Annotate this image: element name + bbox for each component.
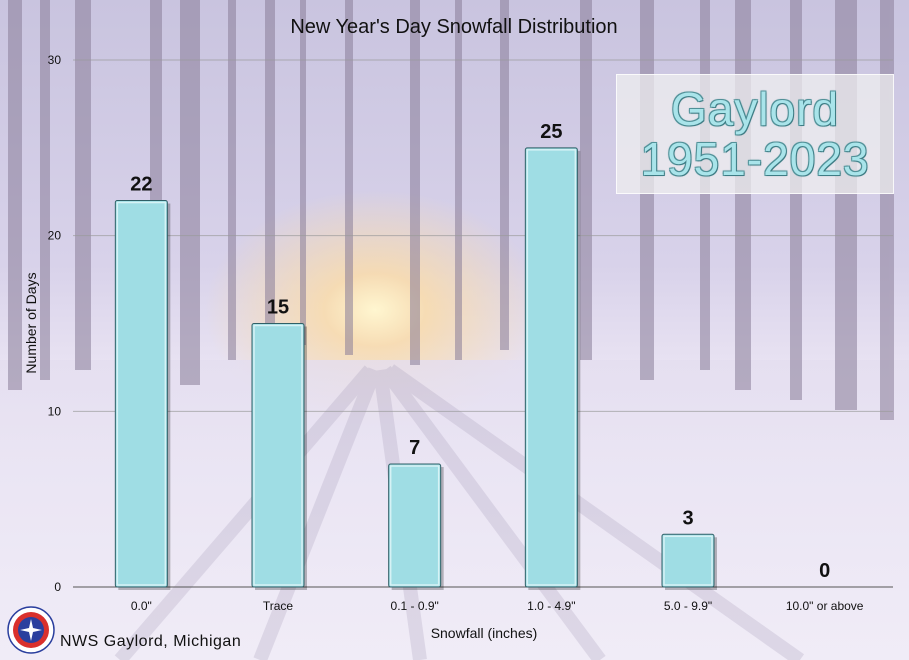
data-label: 22 bbox=[130, 174, 152, 196]
data-label: 15 bbox=[267, 297, 289, 319]
category-label: 10.0" or above bbox=[786, 599, 864, 613]
x-axis-title: Snowfall (inches) bbox=[431, 625, 538, 641]
data-label: 25 bbox=[540, 121, 562, 143]
y-tick-label: 20 bbox=[48, 229, 62, 243]
category-labels: 0.0" Trace 0.1 - 0.9" 1.0 - 4.9" 5.0 - 9.9" 1… bbox=[131, 599, 864, 613]
station-name: Gaylord bbox=[670, 83, 840, 135]
category-label: 0.1 - 0.9" bbox=[391, 599, 439, 613]
bar-highlight bbox=[663, 535, 713, 586]
bar-highlight bbox=[526, 149, 577, 586]
station-period: 1951-2023 bbox=[640, 133, 870, 185]
y-tick-label: 10 bbox=[48, 404, 62, 418]
bar bbox=[388, 463, 442, 588]
y-axis-title: Number of Days bbox=[23, 272, 39, 373]
data-labels: 22 15 7 25 3 0 bbox=[130, 121, 830, 582]
footer-office: NWS Gaylord, Michigan bbox=[60, 633, 242, 650]
nws-logo-icon bbox=[7, 606, 55, 654]
y-tick-label: 0 bbox=[54, 580, 61, 594]
bar-highlight bbox=[116, 201, 167, 586]
gridlines bbox=[73, 59, 893, 412]
bar bbox=[114, 200, 168, 588]
chart-title: New Year's Day Snowfall Distribution bbox=[290, 16, 617, 38]
data-label: 7 bbox=[409, 437, 420, 459]
category-label: 5.0 - 9.9" bbox=[664, 599, 712, 613]
bar-highlight bbox=[253, 324, 303, 586]
data-label: 3 bbox=[682, 507, 693, 529]
category-label: 0.0" bbox=[131, 599, 152, 613]
y-tick-labels: 0 10 20 30 bbox=[48, 53, 62, 594]
bar bbox=[661, 533, 715, 588]
station-label-box: Gaylord 1951-2023 bbox=[616, 74, 894, 194]
data-label: 0 bbox=[819, 560, 830, 582]
bars bbox=[114, 147, 717, 591]
category-label: Trace bbox=[263, 599, 294, 613]
bar bbox=[524, 147, 578, 588]
category-label: 1.0 - 4.9" bbox=[527, 599, 575, 613]
y-tick-label: 30 bbox=[48, 53, 62, 67]
bar-highlight bbox=[389, 465, 440, 586]
bar bbox=[251, 323, 305, 588]
